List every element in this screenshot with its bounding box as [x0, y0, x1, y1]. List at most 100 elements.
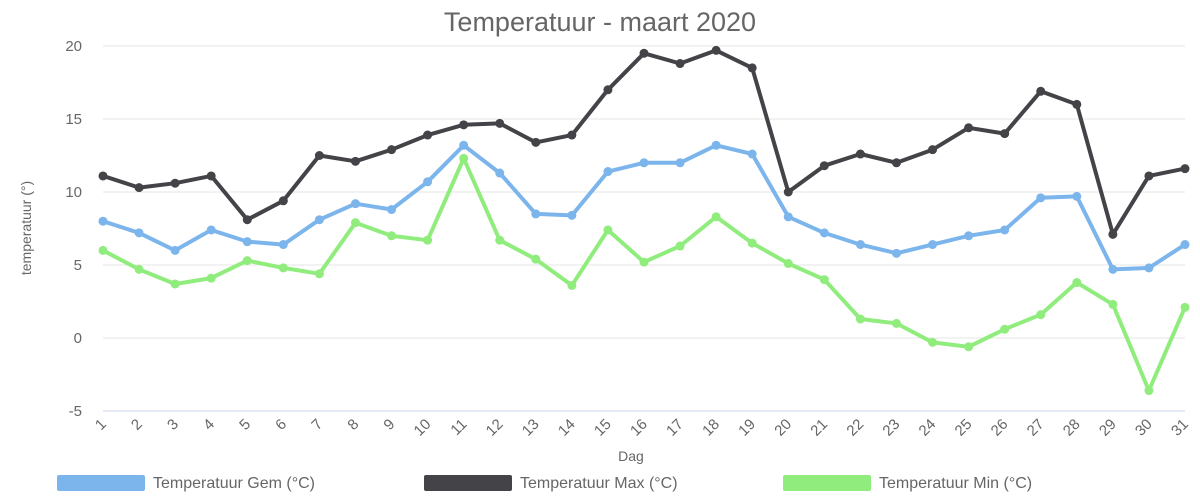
data-point[interactable] — [964, 342, 974, 352]
data-point[interactable] — [206, 171, 216, 181]
x-tick-label: 30 — [1132, 416, 1156, 440]
data-point[interactable] — [1036, 86, 1046, 96]
data-point[interactable] — [170, 245, 180, 255]
data-point[interactable] — [134, 228, 144, 238]
data-point[interactable] — [387, 145, 397, 155]
data-point[interactable] — [747, 149, 757, 159]
data-point[interactable] — [98, 171, 108, 181]
data-point[interactable] — [134, 264, 144, 274]
data-point[interactable] — [928, 240, 938, 250]
data-point[interactable] — [855, 149, 865, 159]
data-point[interactable] — [1072, 278, 1082, 288]
data-point[interactable] — [459, 140, 469, 150]
data-point[interactable] — [1108, 229, 1118, 239]
data-point[interactable] — [964, 231, 974, 241]
data-point[interactable] — [747, 238, 757, 248]
data-point[interactable] — [423, 130, 433, 140]
data-point[interactable] — [855, 240, 865, 250]
x-tick-label: 14 — [555, 416, 579, 440]
data-point[interactable] — [459, 153, 469, 163]
data-point[interactable] — [170, 279, 180, 289]
data-point[interactable] — [675, 59, 685, 69]
data-point[interactable] — [855, 314, 865, 324]
legend-item[interactable]: Temperatuur Gem (°C) — [57, 475, 315, 492]
data-point[interactable] — [170, 178, 180, 188]
data-point[interactable] — [531, 137, 541, 147]
data-point[interactable] — [314, 151, 324, 160]
data-point[interactable] — [1000, 225, 1010, 235]
data-point[interactable] — [350, 199, 360, 209]
data-point[interactable] — [242, 256, 252, 266]
data-point[interactable] — [423, 235, 433, 245]
data-point[interactable] — [711, 45, 721, 55]
data-point[interactable] — [783, 187, 793, 197]
data-point[interactable] — [495, 118, 505, 128]
data-point[interactable] — [1072, 191, 1082, 201]
data-point[interactable] — [278, 240, 288, 250]
data-point[interactable] — [1000, 324, 1010, 334]
data-point[interactable] — [1144, 386, 1154, 396]
data-point[interactable] — [242, 237, 252, 247]
data-point[interactable] — [350, 218, 360, 228]
data-point[interactable] — [1144, 263, 1154, 273]
legend-item[interactable]: Temperatuur Min (°C) — [783, 475, 1032, 492]
data-point[interactable] — [1000, 129, 1010, 139]
data-point[interactable] — [495, 168, 505, 178]
data-point[interactable] — [639, 48, 649, 58]
data-point[interactable] — [603, 167, 613, 177]
data-point[interactable] — [495, 235, 505, 245]
data-point[interactable] — [567, 210, 577, 220]
data-point[interactable] — [1180, 164, 1190, 174]
data-point[interactable] — [819, 161, 829, 171]
data-point[interactable] — [928, 337, 938, 347]
data-point[interactable] — [423, 177, 433, 187]
data-point[interactable] — [1108, 299, 1118, 309]
data-point[interactable] — [1144, 171, 1154, 181]
data-point[interactable] — [1072, 99, 1082, 109]
data-point[interactable] — [98, 216, 108, 226]
data-point[interactable] — [819, 275, 829, 285]
data-point[interactable] — [314, 269, 324, 279]
data-point[interactable] — [711, 212, 721, 222]
data-point[interactable] — [639, 158, 649, 168]
data-point[interactable] — [675, 158, 685, 168]
data-point[interactable] — [891, 158, 901, 168]
data-point[interactable] — [783, 259, 793, 269]
data-point[interactable] — [278, 196, 288, 206]
data-point[interactable] — [928, 145, 938, 155]
data-point[interactable] — [531, 209, 541, 219]
data-point[interactable] — [314, 215, 324, 225]
data-point[interactable] — [603, 225, 613, 235]
legend-item[interactable]: Temperatuur Max (°C) — [424, 475, 678, 492]
data-point[interactable] — [1180, 240, 1190, 250]
data-point[interactable] — [278, 263, 288, 273]
data-point[interactable] — [675, 241, 685, 251]
data-point[interactable] — [134, 183, 144, 193]
data-point[interactable] — [531, 254, 541, 264]
data-point[interactable] — [1036, 193, 1046, 203]
data-point[interactable] — [964, 123, 974, 133]
data-point[interactable] — [206, 225, 216, 235]
data-point[interactable] — [567, 130, 577, 140]
data-point[interactable] — [459, 120, 469, 130]
data-point[interactable] — [639, 257, 649, 267]
data-point[interactable] — [891, 248, 901, 258]
data-point[interactable] — [711, 140, 721, 150]
data-point[interactable] — [206, 273, 216, 283]
data-point[interactable] — [1036, 310, 1046, 320]
data-point[interactable] — [1108, 264, 1118, 274]
data-point[interactable] — [747, 63, 757, 73]
data-point[interactable] — [891, 318, 901, 328]
data-point[interactable] — [98, 245, 108, 255]
data-point[interactable] — [567, 280, 577, 290]
data-point[interactable] — [819, 228, 829, 238]
data-point[interactable] — [242, 215, 252, 225]
data-point[interactable] — [387, 205, 397, 215]
x-tick-label: 25 — [952, 416, 976, 440]
data-point[interactable] — [350, 156, 360, 166]
data-point[interactable] — [387, 231, 397, 241]
data-point[interactable] — [1180, 302, 1190, 312]
data-point[interactable] — [603, 85, 613, 95]
data-point[interactable] — [783, 212, 793, 222]
